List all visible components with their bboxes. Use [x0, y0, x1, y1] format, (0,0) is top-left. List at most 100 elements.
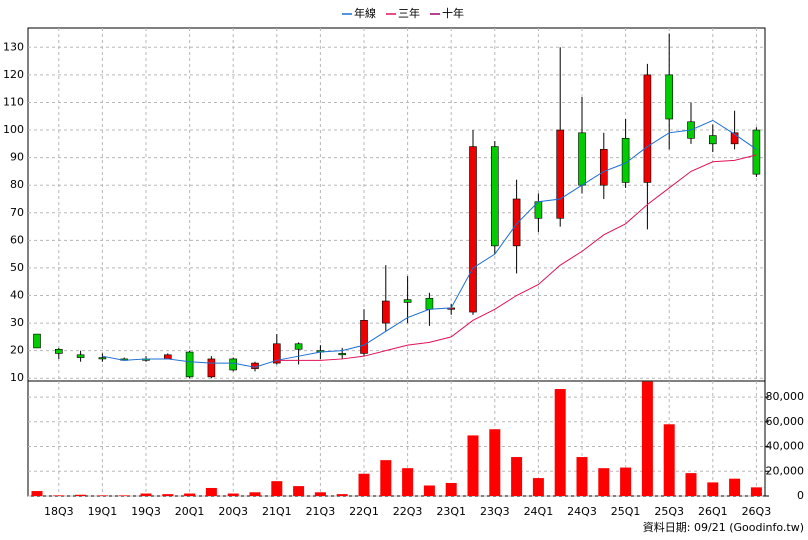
bar — [663, 424, 675, 496]
y-tick-label: 40,000 — [766, 440, 805, 453]
bar — [31, 491, 43, 496]
bar — [227, 493, 239, 496]
bar — [205, 487, 217, 496]
bar — [445, 483, 457, 496]
candle-body — [251, 362, 259, 369]
bar — [598, 468, 610, 496]
y-tick-label: 60 — [10, 233, 24, 246]
x-tick-label: 26Q3 — [742, 505, 772, 518]
bar — [96, 495, 108, 496]
x-tick-label: 19Q1 — [88, 505, 118, 518]
candle-body — [490, 146, 499, 247]
candle-body — [54, 348, 63, 354]
x-tick-label: 22Q3 — [393, 505, 423, 518]
y-tick-label: 50 — [10, 261, 24, 274]
bar — [532, 478, 544, 496]
bar — [685, 473, 697, 496]
candle-body — [338, 353, 347, 356]
legend-label: 年線 — [354, 6, 376, 20]
x-tick-label: 20Q1 — [175, 505, 205, 518]
bar — [314, 492, 326, 496]
bar — [423, 485, 435, 496]
bar — [75, 494, 87, 496]
bar — [620, 467, 632, 496]
x-tick-label: 23Q3 — [480, 505, 510, 518]
bar — [140, 493, 152, 496]
candle-body — [512, 198, 521, 247]
line-series — [276, 154, 757, 361]
x-tick-label: 24Q1 — [524, 505, 554, 518]
candle-body — [207, 358, 216, 378]
bar — [184, 493, 196, 496]
candle-body — [752, 129, 761, 175]
volume-panel-frame — [27, 380, 766, 497]
candle-body — [272, 343, 281, 364]
candle-body — [33, 333, 41, 349]
x-tick-label: 26Q1 — [698, 505, 728, 518]
candle-body — [76, 354, 85, 358]
candle-body — [185, 351, 194, 378]
legend-label: 三年 — [398, 6, 420, 20]
bar — [336, 494, 348, 496]
bar — [707, 482, 719, 496]
line-series — [102, 119, 757, 368]
candle-body — [578, 132, 586, 186]
x-tick-label: 21Q3 — [306, 505, 336, 518]
candle-body — [403, 299, 412, 303]
candle-body — [425, 297, 434, 310]
y-tick-label: 40 — [10, 289, 24, 302]
bar — [249, 492, 261, 496]
bar — [162, 494, 174, 496]
bar — [293, 486, 305, 496]
y-tick-label: 80 — [10, 178, 24, 191]
y-tick-label: 60,000 — [766, 415, 805, 428]
y-tick-label: 90 — [10, 151, 24, 164]
y-tick-label: 20 — [10, 344, 24, 357]
bar — [467, 435, 479, 496]
y-tick-label: 70 — [10, 206, 24, 219]
candle-body — [665, 74, 674, 120]
bar — [554, 389, 566, 496]
candle-body — [360, 320, 368, 354]
bar — [641, 381, 653, 496]
x-tick-label: 24Q3 — [567, 505, 597, 518]
y-tick-label: 80,000 — [766, 390, 805, 403]
x-tick-label: 18Q3 — [44, 505, 74, 518]
bar — [118, 495, 130, 496]
y-tick-label: 0 — [797, 489, 804, 502]
y-tick-label: 120 — [3, 68, 24, 81]
x-tick-label: 25Q1 — [611, 505, 641, 518]
y-tick-label: 100 — [3, 123, 24, 136]
candle-body — [621, 138, 630, 183]
candle-body — [643, 74, 652, 183]
y-tick-label: 130 — [3, 40, 24, 53]
y-tick-label: 20,000 — [766, 464, 805, 477]
y-tick-label: 110 — [3, 95, 24, 108]
bar — [380, 460, 392, 496]
bar — [402, 468, 414, 496]
candle-body — [556, 129, 565, 219]
x-tick-label: 20Q3 — [218, 505, 248, 518]
candle-body — [599, 149, 608, 186]
candle-body — [381, 300, 390, 324]
bar — [489, 429, 501, 496]
candle-body — [708, 135, 717, 145]
candle-body — [98, 357, 107, 360]
bar — [511, 457, 523, 496]
bar — [576, 457, 588, 496]
y-tick-label: 10 — [10, 371, 24, 384]
x-tick-label: 25Q3 — [654, 505, 684, 518]
x-tick-label: 23Q1 — [436, 505, 466, 518]
candle-body — [469, 146, 477, 313]
x-tick-label: 19Q3 — [131, 505, 161, 518]
candle-body — [164, 354, 172, 360]
bar — [358, 473, 370, 496]
bar — [729, 478, 741, 496]
x-tick-label: 21Q1 — [262, 505, 292, 518]
bar — [271, 481, 283, 496]
x-tick-label: 22Q1 — [349, 505, 379, 518]
legend-label: 十年 — [442, 6, 464, 20]
y-tick-label: 30 — [10, 316, 24, 329]
price-panel-frame — [27, 27, 766, 382]
